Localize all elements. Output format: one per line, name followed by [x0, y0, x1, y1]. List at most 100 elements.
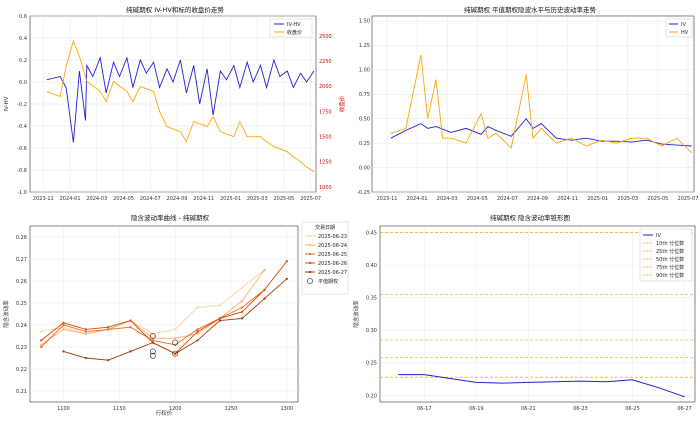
y2-tick-label: 1500 — [319, 134, 332, 140]
x-tick-label: 2024-01 — [407, 196, 428, 202]
data-point — [241, 299, 244, 302]
data-point — [62, 326, 65, 329]
data-point — [107, 328, 110, 331]
y-tick-label: -0.6 — [17, 146, 27, 152]
y2-tick-label: 1750 — [319, 109, 332, 115]
x-tick-label: 06-19 — [469, 406, 484, 412]
data-point — [84, 332, 87, 335]
data-point — [285, 277, 288, 280]
chart-title: 隐含波动率曲线 - 纯碱期权 — [131, 213, 209, 222]
y-tick-label: 0.50 — [359, 116, 370, 122]
legend-item-iv: IV — [681, 22, 686, 28]
y-tick-label: 0.22 — [16, 367, 27, 373]
chart-title: 纯碱期权 平值期权隐波水平与历史波动率走势 — [464, 5, 597, 14]
y-tick-label: 0.40 — [366, 263, 377, 269]
data-point — [218, 319, 221, 322]
x-tick-label: 2025-01 — [220, 196, 241, 202]
x-tick-label: 06-23 — [573, 406, 588, 412]
legend-marker-atm — [307, 278, 313, 284]
iv-hv-trend-svg: 纯碱期权 平值期权隐波水平与历史波动率走势 1.50 1.25 1.00 0.75 0.… — [357, 5, 699, 202]
chart-title: 纯碱期权 隐含波动率锥形图 — [490, 213, 570, 222]
x-tick-label: 2024-05 — [113, 196, 134, 202]
y-tick-label: 0.24 — [16, 323, 27, 329]
data-point — [62, 350, 65, 353]
data-point — [151, 339, 154, 342]
data-point — [129, 319, 132, 322]
x-tick-label: 2023-11 — [377, 196, 398, 202]
legend-item: 2025-06-27 — [318, 270, 347, 276]
x-tick-label: 2024-07 — [497, 196, 518, 202]
y2-tick-label: 2250 — [319, 59, 332, 65]
data-point — [129, 326, 132, 329]
x-tick-label: 06-27 — [677, 406, 692, 412]
iv-cone-svg: 纯碱期权 隐含波动率锥形图 0.45 0.40 0.35 0.30 0.25 0.20 0… — [352, 213, 696, 412]
y-tick-label: 0.4 — [19, 36, 27, 42]
atm-marker — [149, 333, 156, 339]
chart-title: 纯碱期权 IV-HV和标的收盘价走势 — [126, 5, 224, 14]
legend-marker — [308, 252, 312, 256]
legend-title: 交易日期 — [315, 224, 335, 231]
data-point — [62, 321, 65, 324]
legend: IV-HV 收盘价 — [269, 18, 313, 38]
x-tick-label: 2024-09 — [167, 196, 188, 202]
iv-hv-price-svg: 纯碱期权 IV-HV和标的收盘价走势 0.6 0.4 0.2 0.0 -0.2 -0.4 -… — [4, 5, 346, 202]
x-tick-label: 2025-03 — [247, 196, 268, 202]
legend-item: 2025-06-24 — [318, 243, 347, 249]
x-tick-label: 2024-11 — [557, 196, 578, 202]
data-point — [263, 288, 266, 291]
series-line-iv-hv — [46, 56, 315, 143]
legend-marker — [308, 270, 312, 274]
plot-frame — [371, 15, 695, 193]
x-tick-label: 2024-09 — [527, 196, 548, 202]
iv-hv-trend-chart: 纯碱期权 平值期权隐波水平与历史波动率走势 1.50 1.25 1.00 0.75 0.… — [350, 0, 700, 210]
data-point — [129, 350, 132, 353]
y-tick-label: -0.2 — [17, 102, 27, 108]
data-point — [151, 341, 154, 344]
data-point — [40, 343, 43, 346]
x-tick-label: 2024-03 — [437, 196, 458, 202]
plot-frame — [29, 225, 299, 403]
series-line-close-price — [46, 39, 315, 173]
y-tick-label: 0.28 — [16, 235, 27, 241]
y-tick-label: 0.75 — [359, 92, 370, 98]
x-tick-label: 2025-05 — [273, 196, 294, 202]
series-line-2025-06-26 — [40, 260, 288, 355]
y-tick-label: 0.26 — [16, 279, 27, 285]
data-point — [107, 326, 110, 329]
data-point — [218, 317, 221, 320]
y-tick-label: 0.25 — [359, 141, 370, 147]
y-tick-label: 0.23 — [16, 345, 27, 351]
iv-hv-price-chart: 纯碱期权 IV-HV和标的收盘价走势 0.6 0.4 0.2 0.0 -0.2 -0.4 -… — [0, 0, 350, 210]
x-tick-label: 06-17 — [417, 406, 432, 412]
x-tick-label: 2025-05 — [647, 196, 668, 202]
legend-item-price: 收盘价 — [287, 29, 302, 36]
legend-marker — [308, 243, 312, 247]
x-axis-label: 行权价 — [156, 409, 173, 417]
atm-marker — [149, 348, 156, 355]
y-tick-label: -1.0 — [17, 190, 27, 196]
x-tick-label: 2025-01 — [587, 196, 608, 202]
y2-tick-label: 2500 — [319, 34, 332, 40]
data-point — [40, 339, 43, 342]
data-point — [40, 345, 43, 349]
legend-marker — [308, 261, 312, 265]
x-tick-label: 1300 — [280, 406, 293, 412]
series-line-iv — [390, 117, 692, 147]
x-tick-label: 1200 — [169, 406, 182, 412]
y2-axis-label: 收盘价 — [338, 95, 346, 112]
data-point — [174, 337, 177, 340]
legend-item: 90th 分位数 — [656, 272, 684, 279]
y-tick-label: 0.30 — [366, 328, 377, 334]
x-tick-label: 2025-07 — [678, 196, 699, 202]
y-tick-label: 1.00 — [359, 68, 370, 74]
data-point — [107, 359, 110, 362]
x-tick-label: 06-21 — [521, 406, 536, 412]
x-tick-label: 2025-03 — [617, 196, 638, 202]
atm-marker — [172, 350, 179, 357]
atm-marker — [172, 339, 179, 346]
y-axis-label: 隐含波动率 — [2, 300, 10, 328]
x-tick-label: 2024-11 — [193, 196, 214, 202]
y-tick-label: 0.2 — [19, 58, 27, 64]
data-point — [62, 328, 65, 331]
legend-item: 2025-06-25 — [318, 252, 347, 258]
